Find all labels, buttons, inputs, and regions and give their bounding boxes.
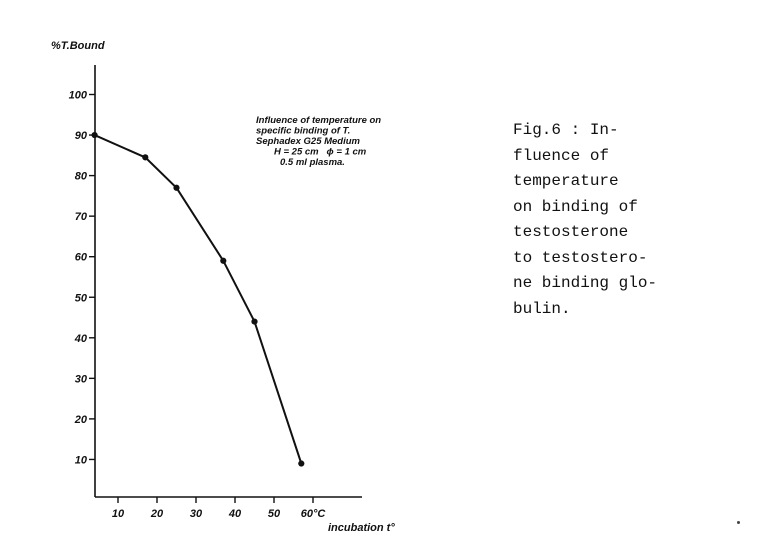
annotation-line: Influence of temperature on (256, 115, 381, 126)
x-ticks: 10 20 30 40 50 60°C (112, 497, 326, 520)
caption-line: on binding of (513, 197, 638, 216)
x-tick-label: 30 (190, 508, 203, 520)
y-tick-label: 10 (75, 454, 88, 466)
annotation-line: specific binding of T. (256, 126, 350, 137)
caption-line: bulin. (513, 299, 571, 318)
y-tick-label: 60 (75, 252, 88, 264)
x-tick-label: 40 (228, 508, 242, 520)
x-axis-title: incubation t° (328, 522, 395, 534)
data-point (251, 318, 258, 325)
y-tick-label: 40 (74, 333, 88, 345)
y-tick-label: 90 (75, 130, 88, 142)
y-tick-label: 50 (75, 292, 88, 304)
x-tick-label: 60°C (301, 508, 327, 520)
caption-line: fluence of (513, 146, 610, 165)
annotation-line: Sephadex G25 Medium (256, 136, 361, 147)
x-tick-label: 50 (268, 508, 281, 520)
y-ticks: 10 20 30 40 50 60 70 80 90 100 (69, 90, 95, 466)
y-tick-label: 80 (75, 171, 88, 183)
y-tick-label: 100 (69, 90, 88, 102)
y-tick-label: 30 (75, 373, 88, 385)
series-line (94, 134, 303, 464)
data-point (173, 184, 180, 191)
data-point (220, 257, 227, 264)
figure-caption: Fig.6 : In-fluence of temperature on bindi… (513, 118, 753, 322)
y-axis-title: %T.Bound (51, 40, 105, 52)
x-tick-label: 20 (150, 508, 164, 520)
data-point (91, 131, 98, 139)
stray-dot (737, 521, 740, 524)
x-tick-label: 10 (112, 508, 125, 520)
annotation-line: H = 25 cm ϕ = 1 cm (274, 147, 367, 158)
caption-line: temperature (513, 172, 619, 190)
caption-line: Fig.6 : In- (513, 121, 619, 139)
caption-line: ne binding glo- (513, 274, 658, 292)
annotation-line: 0.5 ml plasma. (280, 157, 345, 168)
data-point (142, 154, 149, 161)
y-tick-label: 20 (74, 414, 88, 426)
caption-line: to testostero- (513, 248, 648, 267)
y-tick-label: 70 (75, 211, 88, 223)
data-point (298, 460, 305, 467)
caption-line: testosterone (513, 223, 629, 241)
data-points (91, 131, 305, 467)
